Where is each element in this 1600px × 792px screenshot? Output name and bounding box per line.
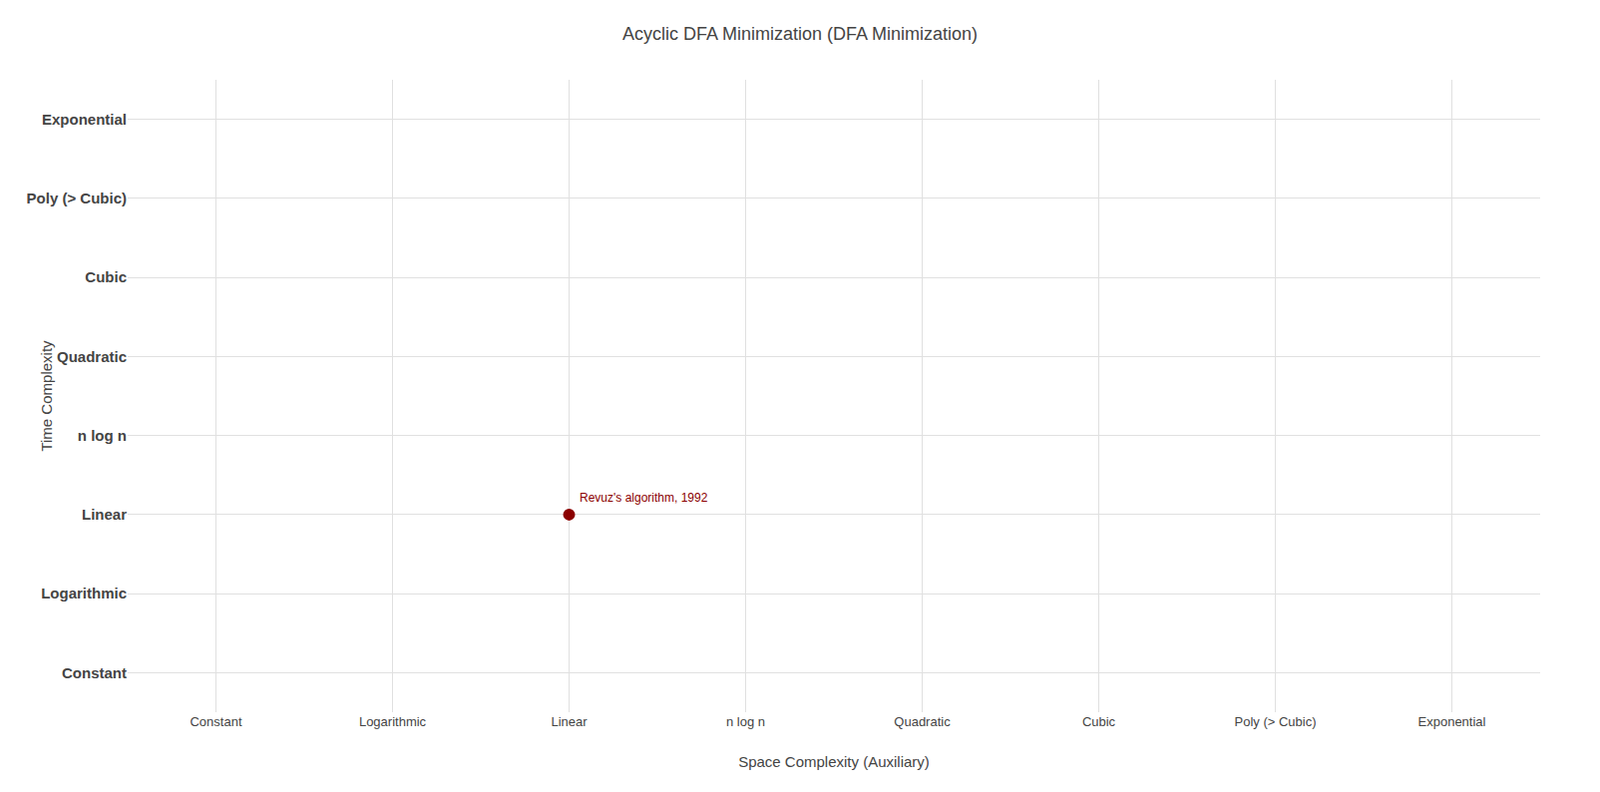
svg-text:Cubic: Cubic <box>84 268 127 286</box>
svg-text:Revuz's algorithm, 1992: Revuz's algorithm, 1992 <box>579 490 709 505</box>
svg-text:Acyclic DFA Minimization (DFA: Acyclic DFA Minimization (DFA Minimizati… <box>622 23 978 44</box>
svg-text:Constant: Constant <box>189 714 242 730</box>
svg-text:Cubic: Cubic <box>1082 714 1117 730</box>
svg-text:Linear: Linear <box>550 714 588 730</box>
svg-text:Linear: Linear <box>81 505 127 523</box>
svg-text:Logarithmic: Logarithmic <box>40 584 127 602</box>
svg-text:Poly (> Cubic): Poly (> Cubic) <box>1234 714 1317 730</box>
svg-text:Logarithmic: Logarithmic <box>359 714 427 730</box>
svg-text:n log n: n log n <box>726 714 766 730</box>
svg-text:n log n: n log n <box>77 426 127 444</box>
svg-text:Poly (> Cubic): Poly (> Cubic) <box>26 189 127 207</box>
svg-text:Time Complexity: Time Complexity <box>37 340 55 452</box>
svg-text:Space Complexity (Auxiliary): Space Complexity (Auxiliary) <box>738 753 930 771</box>
svg-text:Quadratic: Quadratic <box>893 714 951 730</box>
svg-text:Quadratic: Quadratic <box>56 348 127 366</box>
svg-text:Constant: Constant <box>61 664 127 682</box>
svg-text:Exponential: Exponential <box>1418 714 1487 730</box>
svg-text:Exponential: Exponential <box>41 110 127 128</box>
